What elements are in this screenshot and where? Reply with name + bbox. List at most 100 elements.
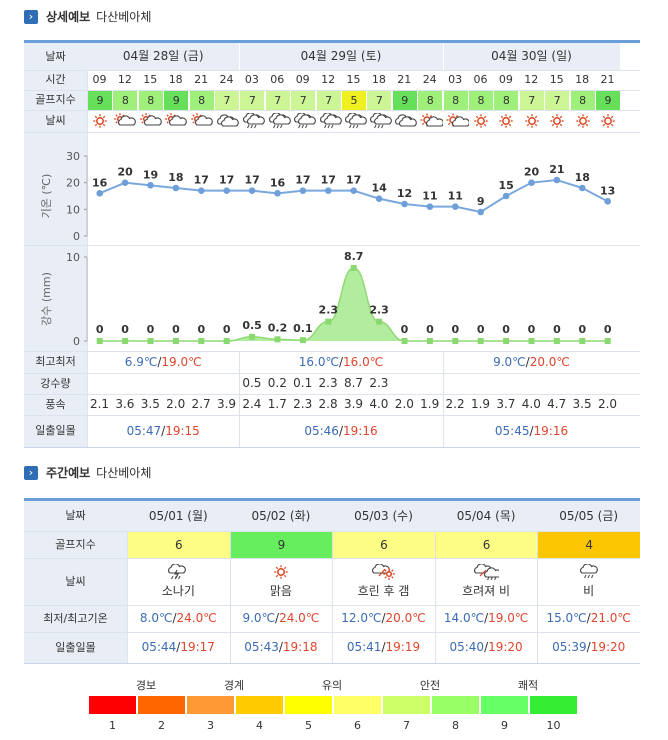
cloud-rain-icon xyxy=(370,112,393,129)
rain-amount-cell: 0.2 xyxy=(267,376,287,390)
time-cell: 15 xyxy=(143,73,158,86)
sun-ray xyxy=(141,114,144,117)
sunrise-sunset: 05:47/19:15 xyxy=(87,415,239,447)
sunrise-sunset: 05:41/19:19 xyxy=(332,632,435,663)
sunrise-sunset: 05:45/19:16 xyxy=(443,415,621,447)
rain-drop xyxy=(487,576,490,581)
sunrise-time: 05:45 xyxy=(494,424,530,438)
wind-speed-cell: 2.0 xyxy=(166,397,186,411)
weather-cell xyxy=(417,113,445,127)
legend-number: 8 xyxy=(452,719,459,732)
temperature-point xyxy=(172,184,180,192)
day-date: 05/05 (금) xyxy=(537,501,640,531)
temperature-label: 19 xyxy=(143,168,158,181)
golf-index-cell: 9 xyxy=(230,532,333,558)
rain-drop xyxy=(381,124,384,129)
y-tick-label: 20 xyxy=(66,177,80,190)
wind-speed-cell: 3.5 xyxy=(140,397,160,411)
temperature-label: 16 xyxy=(92,176,108,189)
section-label: 주간예보 xyxy=(46,466,91,480)
time-cell: 09 xyxy=(295,73,310,86)
weather-cell xyxy=(214,113,240,127)
sun-ray xyxy=(560,123,563,127)
weather-cell xyxy=(366,112,393,129)
temperature-label: 17 xyxy=(321,174,336,187)
rain-drop xyxy=(356,124,359,129)
weather-icon-wrap xyxy=(268,564,294,580)
golf-index-cell: 6 xyxy=(333,532,435,558)
legend-number: 10 xyxy=(546,719,561,732)
legend-swatch xyxy=(382,695,431,715)
group-divider xyxy=(239,43,241,70)
sun-icon xyxy=(601,114,615,128)
wind-speed-cell: 2.7 xyxy=(191,397,211,411)
legend-number: 5 xyxy=(305,719,312,732)
cloud-icon xyxy=(394,114,417,127)
weather-cell xyxy=(239,112,266,129)
min-max-temp: 15.0℃/21.0℃ xyxy=(537,605,640,632)
sun-ray xyxy=(447,122,450,126)
sun-ray xyxy=(501,115,504,119)
row-divider xyxy=(24,415,640,416)
golf-index-cell: 7 xyxy=(316,91,341,110)
day-date: 05/03 (수) xyxy=(332,501,435,531)
legend-number: 4 xyxy=(256,719,263,732)
rain-drop xyxy=(272,124,276,129)
cloud-sun-icon xyxy=(190,113,213,126)
row-label-wind: 풍속 xyxy=(24,394,87,415)
y-tick-label: 0 xyxy=(73,230,80,243)
separator: / xyxy=(157,355,162,369)
sun-cloud-icon xyxy=(446,113,470,127)
time-cell: 18 xyxy=(371,73,386,86)
weather-cell xyxy=(570,113,596,128)
legend-swatch xyxy=(284,695,333,715)
sun-ray xyxy=(475,123,479,127)
temperature-point xyxy=(121,179,129,186)
precipitation-point xyxy=(172,338,179,344)
sun-ray xyxy=(610,115,614,119)
precipitation-point xyxy=(426,338,433,344)
precipitation-point xyxy=(503,338,510,344)
golf-index-cell: 7 xyxy=(545,91,570,110)
precipitation-point xyxy=(376,318,383,325)
weather-cell xyxy=(392,113,418,127)
rain-drop xyxy=(305,124,308,129)
detail-forecast-table: 날짜 시간 골프지수 날씨 최고최저 강수량 풍속 일출일몰 04월 28일 (금) 04월 29… xyxy=(24,40,640,448)
sun-ray xyxy=(483,123,487,127)
golf-index-cell: 9 xyxy=(596,91,620,110)
golf-index-cell: 8 xyxy=(469,91,493,110)
precipitation-label: 0 xyxy=(502,323,510,336)
legend-number: 2 xyxy=(158,719,165,732)
precipitation-point xyxy=(122,338,129,344)
sun-ray xyxy=(526,123,529,127)
wind-speed-cell: 4.0 xyxy=(369,397,389,411)
legend-label: 경보 xyxy=(135,679,157,692)
temperature-label: 17 xyxy=(346,174,361,187)
golf-index-cell: 9 xyxy=(164,91,189,110)
separator: / xyxy=(278,640,283,654)
separator: / xyxy=(586,640,591,654)
sun-ray xyxy=(102,115,106,119)
sun-disc xyxy=(578,117,587,125)
day-date: 05/04 (목) xyxy=(434,501,538,531)
sun-ray xyxy=(429,114,433,118)
row-divider xyxy=(24,394,640,395)
legend-number: 9 xyxy=(501,719,508,732)
precipitation-label: 0 xyxy=(578,323,586,336)
row-divider xyxy=(24,70,640,71)
sun-icon xyxy=(93,114,107,128)
wind-speed-cell: 3.9 xyxy=(216,397,237,411)
precipitation-label: 0 xyxy=(96,323,104,336)
golf-index-cell: 9 xyxy=(392,91,417,110)
weather-cell xyxy=(87,113,113,128)
group-divider xyxy=(239,351,241,447)
temperature-label: 18 xyxy=(168,171,183,184)
temperature-point xyxy=(96,190,103,197)
sunrise-time: 05:43 xyxy=(244,640,279,654)
group-divider xyxy=(442,43,444,70)
weather-cell xyxy=(138,113,164,127)
sunset-time: 19:17 xyxy=(180,640,215,654)
weather-icon-wrap xyxy=(473,563,502,581)
sunset-time: 19:19 xyxy=(385,640,421,654)
sunset-time: 19:16 xyxy=(343,424,378,438)
